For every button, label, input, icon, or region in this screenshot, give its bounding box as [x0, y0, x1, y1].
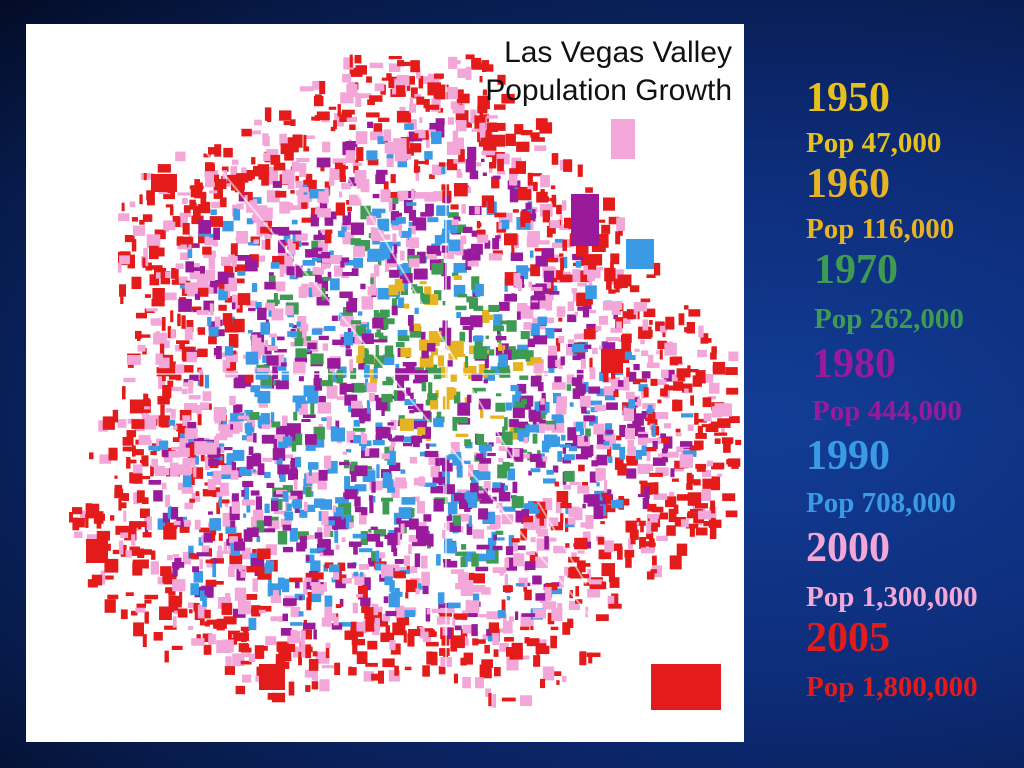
legend-pop-1980: Pop 444,000 [812, 395, 962, 427]
legend-year-2005: 2005 [806, 615, 890, 661]
map-canvas [69, 54, 742, 724]
legend-year-1990: 1990 [806, 433, 890, 479]
legend-pop-1960: Pop 116,000 [806, 213, 955, 245]
urban-blocks [69, 54, 742, 724]
legend-year-1960: 1960 [806, 161, 890, 207]
legend-pop-1990: Pop 708,000 [806, 487, 956, 519]
legend-pop-2000: Pop 1,300,000 [806, 581, 978, 613]
map-title-line-2: Population Growth [485, 74, 732, 107]
map-title-line-1: Las Vegas Valley [504, 36, 732, 69]
legend-year-1970: 1970 [814, 247, 898, 293]
legend-year-1980: 1980 [812, 341, 896, 387]
legend-pop-2005: Pop 1,800,000 [806, 671, 978, 703]
legend-pop-1970: Pop 262,000 [814, 303, 964, 335]
legend-year-2000: 2000 [806, 525, 890, 571]
legend-year-1950: 1950 [806, 75, 890, 121]
map-title: Las Vegas Valley Population Growth [485, 34, 732, 110]
legend-pop-1950: Pop 47,000 [806, 127, 942, 159]
population-growth-map: Las Vegas Valley Population Growth [26, 24, 744, 742]
